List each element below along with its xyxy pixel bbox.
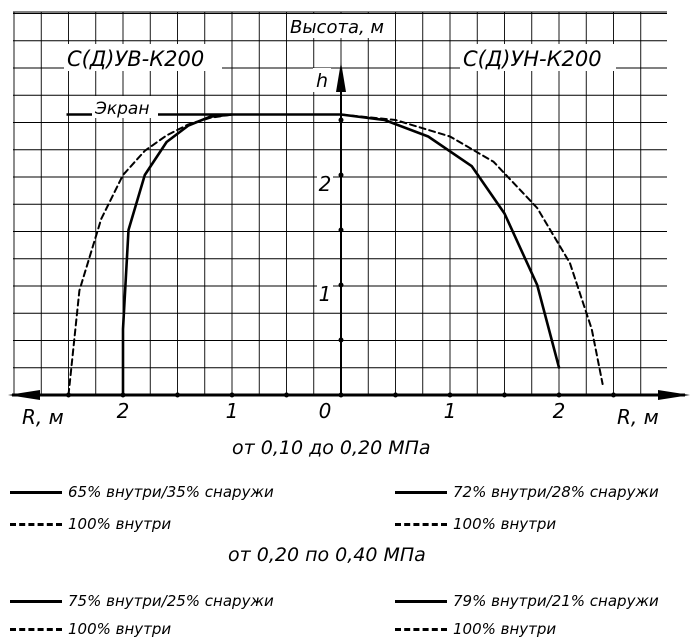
screen-label-bg <box>92 96 158 118</box>
y-tick-label-bg <box>317 173 333 195</box>
curve-right-solid <box>339 113 561 369</box>
legend-label: 100% внутри <box>453 620 557 638</box>
dashed-line-swatch <box>10 523 62 526</box>
chart-area: 2 1 0 1 2 1 2 Высота, м h R, м R, м С(Д)УВ-К200 С(Д)… <box>8 11 690 429</box>
y-axis-label-bg <box>287 14 395 38</box>
chart-labels: 2 1 0 1 2 1 2 Высота, м h R, м R, м С(Д)УВ-К200 С(Д)… <box>20 14 671 429</box>
y-tick-mark <box>338 227 344 233</box>
curves <box>66 113 604 397</box>
dashed-line-swatch <box>10 628 62 631</box>
legend-item: 79% внутри/21% снаружи <box>395 592 659 610</box>
y-tick-label: 1 <box>319 282 332 306</box>
x-tick-label: 0 <box>319 399 332 423</box>
y-axis-label: Высота, м <box>290 17 384 38</box>
legend-label: 65% внутри/35% снаружи <box>68 483 274 501</box>
legend-item: 72% внутри/28% снаружи <box>395 483 659 501</box>
x-tick-mark <box>502 392 507 398</box>
x-tick-mark <box>611 392 616 398</box>
panel-left-label: С(Д)УВ-К200 <box>67 47 204 71</box>
y-tick-mark <box>338 282 344 288</box>
x-label-right-bg <box>615 400 671 426</box>
x-tick-label-bg <box>441 398 459 420</box>
section-2-heading: от 0,20 по 0,40 МПа <box>228 544 426 566</box>
panel-left-bg <box>64 44 222 71</box>
panel-right-label: С(Д)УН-К200 <box>463 47 602 71</box>
x-tick-mark <box>447 392 453 398</box>
legend-label: 72% внутри/28% снаружи <box>453 483 659 501</box>
section-1-heading: от 0,10 до 0,20 МПа <box>232 437 431 459</box>
solid-line-swatch <box>395 491 447 494</box>
x-axis-arrow-left <box>8 390 40 400</box>
x-tick-mark <box>175 392 180 398</box>
legend-item: 100% внутри <box>10 620 171 638</box>
solid-line-swatch <box>10 491 62 494</box>
legend-label: 75% внутри/25% снаружи <box>68 592 274 610</box>
panel-right-bg <box>460 44 616 71</box>
y-tick-label-bg <box>317 283 333 305</box>
solid-line-swatch <box>395 600 447 603</box>
y-tick-label: 2 <box>319 172 332 196</box>
x-tick-label-bg <box>114 398 132 420</box>
x-tick-mark <box>338 392 344 398</box>
x-tick-mark <box>284 392 289 398</box>
legend-item: 100% внутри <box>395 515 556 533</box>
x-axis-arrow-right <box>658 390 690 400</box>
y-tick-mark <box>338 117 344 123</box>
x-tick-label: 2 <box>553 399 566 423</box>
legend-item: 100% внутри <box>10 515 171 533</box>
solid-line-swatch <box>10 600 62 603</box>
screen-label: Экран <box>94 99 149 119</box>
x-tick-label-bg <box>223 398 241 420</box>
x-tick-label-bg <box>332 398 350 420</box>
x-tick-mark <box>393 392 398 398</box>
y-axis-symbol: h <box>316 70 328 92</box>
curve-left-dashed <box>67 113 233 396</box>
dashed-line-swatch <box>395 628 447 631</box>
legend-item: 75% внутри/25% снаружи <box>10 592 274 610</box>
legend-label: 79% внутри/21% снаружи <box>453 592 659 610</box>
x-tick-label: 1 <box>444 399 457 423</box>
y-symbol-bg <box>313 68 331 92</box>
dashed-line-swatch <box>395 523 447 526</box>
y-tick-mark <box>338 337 344 343</box>
y-axis-arrow <box>336 62 346 92</box>
x-tick-label: 1 <box>226 399 239 423</box>
legend-label: 100% внутри <box>453 515 557 533</box>
legend-item: 65% внутри/35% снаружи <box>10 483 274 501</box>
x-axis-label-right: R, м <box>617 405 659 429</box>
x-tick-mark <box>556 392 562 398</box>
x-axis-label-left: R, м <box>22 405 64 429</box>
legend-label: 100% внутри <box>68 515 172 533</box>
x-tick-label: 2 <box>117 399 130 423</box>
curve-right-dashed <box>340 113 604 385</box>
y-tick-mark <box>338 172 344 178</box>
x-label-left-bg <box>20 400 76 426</box>
legend-label: 100% внутри <box>68 620 172 638</box>
x-tick-mark <box>229 392 235 398</box>
legend-item: 100% внутри <box>395 620 556 638</box>
x-tick-label-bg <box>550 398 568 420</box>
